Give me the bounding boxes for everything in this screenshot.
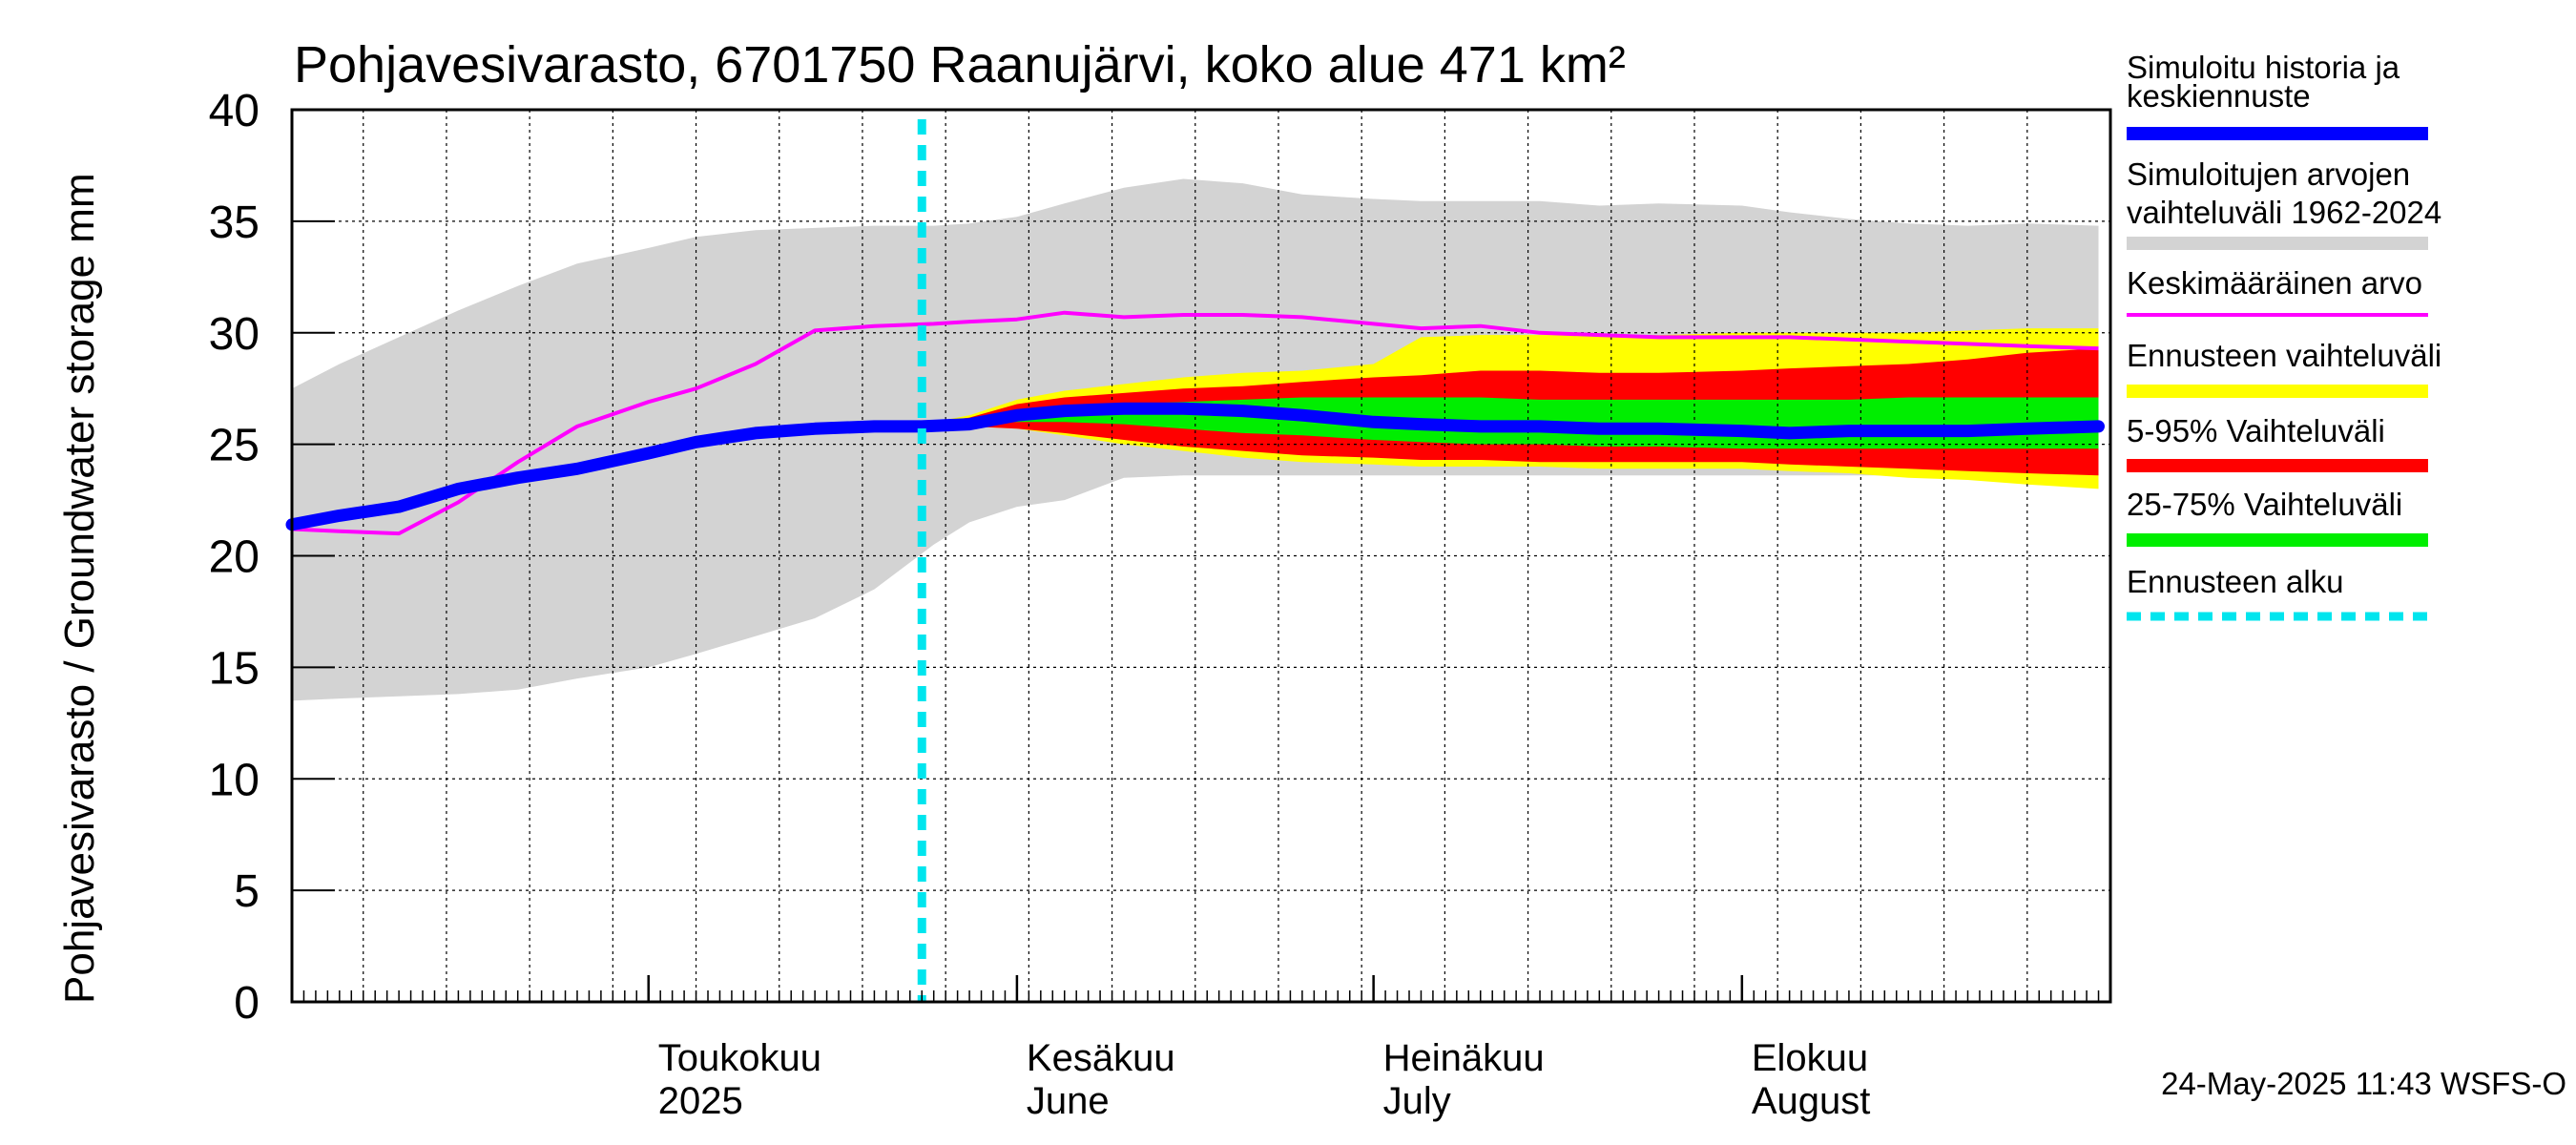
x-month-sublabel: June: [1027, 1080, 1110, 1122]
simulated-line: [285, 402, 2105, 531]
x-month-sublabel: July: [1383, 1080, 1451, 1122]
legend-label-sim-2: keskiennuste: [2127, 78, 2311, 114]
legend-label-mean: Keskimääräinen arvo: [2127, 265, 2422, 301]
legend-label-start: Ennusteen alku: [2127, 564, 2344, 599]
x-month-label: Kesäkuu: [1027, 1037, 1175, 1079]
y-tick-label: 10: [209, 755, 260, 805]
footer-timestamp: 24-May-2025 11:43 WSFS-O: [2161, 1066, 2566, 1101]
mean-line: [291, 310, 2099, 536]
y-axis-label: Pohjavesivarasto / Groundwater storage m…: [56, 173, 103, 1004]
x-month-label: Toukokuu: [658, 1037, 821, 1079]
chart-title: Pohjavesivarasto, 6701750 Raanujärvi, ko…: [294, 36, 1626, 94]
y-tick-label: 35: [209, 198, 260, 248]
x-month-sublabel: August: [1752, 1080, 1871, 1122]
x-month-sublabel: 2025: [658, 1080, 743, 1122]
legend-label-p5_95: 5-95% Vaihteluväli: [2127, 413, 2385, 448]
x-month-label: Heinäkuu: [1383, 1037, 1545, 1079]
legend-label-forecast: Ennusteen vaihteluväli: [2127, 338, 2441, 373]
y-tick-label: 25: [209, 421, 260, 471]
x-month-label: Elokuu: [1752, 1037, 1868, 1079]
legend-label-range-2: vaihteluväli 1962-2024: [2127, 195, 2441, 230]
legend-label-p25_75: 25-75% Vaihteluväli: [2127, 487, 2402, 522]
y-tick-label: 40: [209, 86, 260, 136]
y-tick-label: 20: [209, 532, 260, 583]
legend-label-sim: Simuloitu historia ja: [2127, 50, 2400, 85]
plot-area: [285, 108, 2112, 1004]
y-tick-label: 30: [209, 309, 260, 360]
legend-label-range: Simuloitujen arvojen: [2127, 156, 2410, 192]
y-tick-label: 0: [234, 978, 260, 1029]
y-tick-label: 15: [209, 643, 260, 694]
y-tick-label: 5: [234, 866, 260, 917]
